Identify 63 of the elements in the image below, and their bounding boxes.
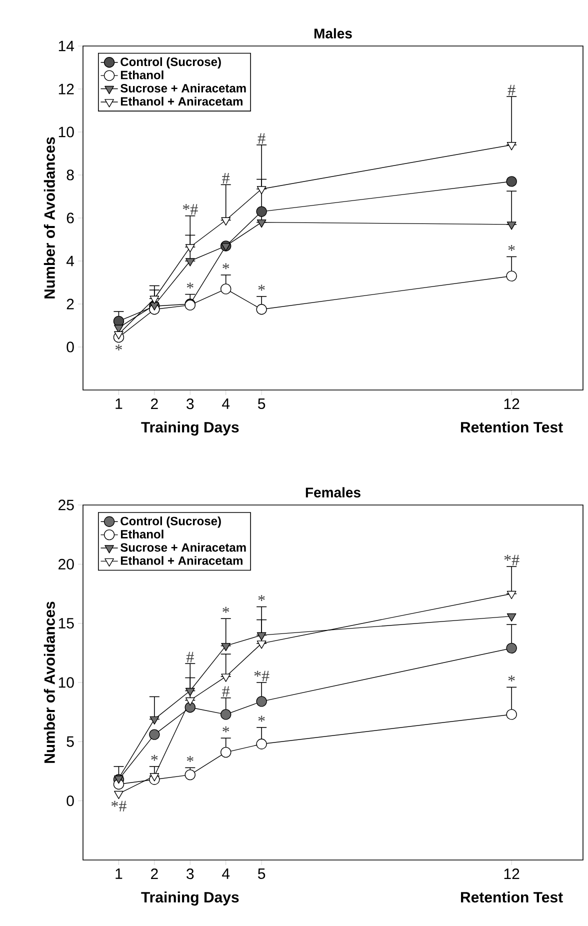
x-axis-title: Training Days (141, 422, 239, 436)
annotation: * (258, 716, 265, 722)
annotation: * (508, 245, 515, 251)
y-tick-label: 10 (58, 677, 74, 688)
legend-label: Ethanol + Aniracetam (120, 556, 242, 565)
x-tick-label: 2 (151, 868, 158, 879)
y-axis-title: Number of Avoidances (44, 602, 55, 763)
x-tick-label: 12 (504, 398, 520, 409)
y-tick-label: 0 (66, 342, 74, 352)
x-tick-label: 4 (222, 868, 230, 879)
legend-label: Ethanol + Aniracetam (120, 96, 242, 106)
text: Retention Test (461, 892, 563, 903)
x-tick-label: 5 (258, 868, 266, 879)
y-tick-label: 6 (66, 212, 74, 224)
annotation: * (222, 263, 230, 270)
annotation: # (258, 133, 266, 144)
chart-title: Females (306, 487, 360, 498)
x-axis-title: Training Days (141, 892, 239, 906)
y-tick-label: 12 (58, 84, 74, 94)
annotation: *# (504, 554, 520, 566)
x-tick-label: 4 (222, 398, 230, 409)
annotation: # (222, 686, 230, 697)
annotation: * (115, 344, 122, 350)
annotation: # (186, 652, 194, 662)
legend-label: Ethanol (120, 70, 164, 80)
annotation: * (258, 595, 265, 601)
x-tick-label: 1 (116, 398, 122, 409)
x-tick-label: 3 (186, 398, 194, 410)
annotation: * (222, 726, 230, 732)
legend-label: Control (Sucrose) (120, 516, 221, 528)
y-tick-label: 8 (66, 170, 74, 180)
y-tick-label: 5 (66, 736, 74, 747)
annotation: *# (182, 204, 198, 215)
annotation: *# (111, 800, 126, 812)
x-tick-label: 1 (116, 868, 122, 879)
y-tick-label: 4 (66, 256, 74, 266)
y-tick-label: 15 (58, 618, 74, 629)
text: Retention Test (461, 422, 563, 433)
x-tick-label: 2 (151, 398, 158, 409)
y-axis-title: Number of Avoidances (44, 137, 55, 298)
x-tick-label: 5 (258, 398, 266, 409)
y-tick-label: 0 (66, 796, 74, 806)
annotation: * (186, 282, 194, 289)
legend-label: Sucrose + Aniracetam (120, 84, 246, 92)
annotation: * (508, 676, 515, 682)
annotation: # (222, 172, 230, 184)
legend-label: Control (Sucrose) (120, 57, 221, 68)
annotation: * (151, 754, 158, 761)
y-tick-label: 25 (58, 500, 74, 510)
x-tick-label: 12 (504, 868, 520, 879)
y-tick-label: 20 (58, 558, 74, 570)
annotation: * (222, 606, 230, 613)
annotation: # (508, 84, 516, 96)
legend-label: Sucrose + Aniracetam (120, 542, 246, 552)
annotation: * (186, 756, 194, 762)
legend-label: Ethanol (120, 530, 164, 538)
y-tick-label: 2 (66, 298, 74, 310)
y-tick-label: 14 (58, 40, 74, 52)
chart-title: Males (314, 28, 352, 38)
annotation: * (258, 284, 265, 291)
y-tick-label: 10 (58, 126, 74, 138)
x-tick-label: 3 (186, 868, 194, 880)
annotation: *# (254, 670, 270, 682)
